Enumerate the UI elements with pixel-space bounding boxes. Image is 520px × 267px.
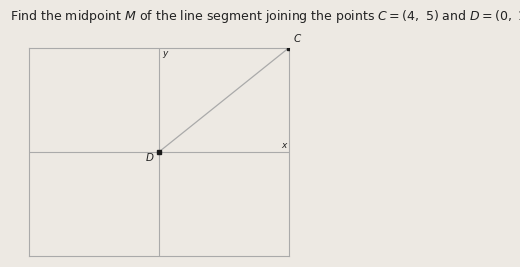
Text: Find the midpoint $M$ of the line segment joining the points $C=(4,\ 5)$ and $D=: Find the midpoint $M$ of the line segmen… xyxy=(10,8,520,25)
Text: y: y xyxy=(162,49,168,58)
Text: x: x xyxy=(282,141,287,150)
Text: D: D xyxy=(146,154,154,163)
Text: C: C xyxy=(293,34,301,44)
